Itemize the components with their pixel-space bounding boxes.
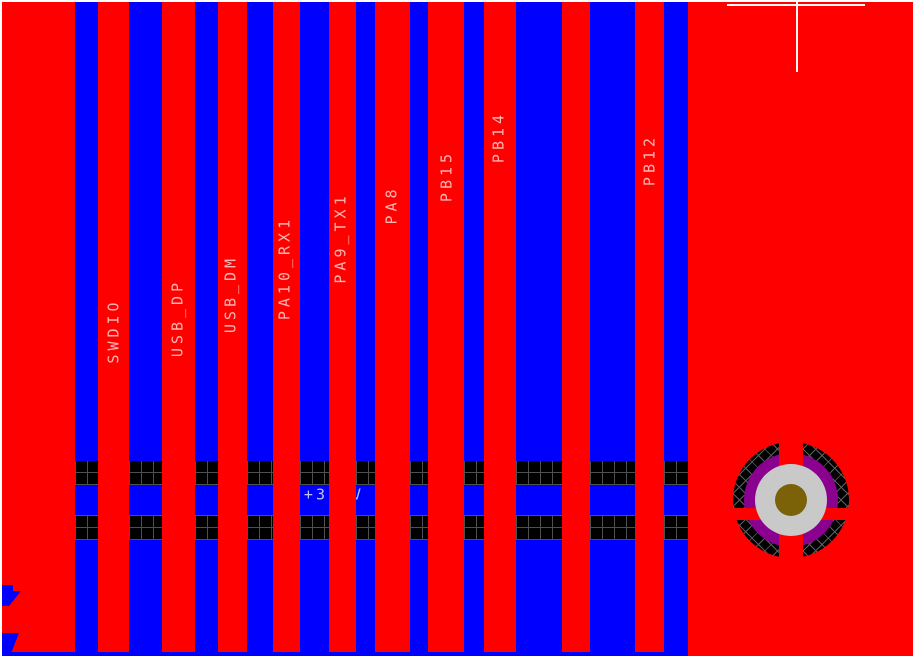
top-layer-trace-pa10_rx1[interactable]: [273, 2, 300, 656]
polygon-cutout-hatch: [195, 461, 218, 485]
polygon-cutout-hatch: [516, 515, 562, 540]
net-label-usb_dp[interactable]: USB_DP: [168, 278, 187, 358]
net-label-pb15[interactable]: PB15: [437, 149, 456, 203]
bottom-layer-trace[interactable]: [516, 2, 562, 656]
crosshair-cursor-vertical-line: [796, 2, 798, 72]
top-layer-trace-pb12[interactable]: [635, 2, 664, 656]
polygon-cutout-hatch: [75, 515, 98, 540]
polygon-cutout-hatch: [300, 461, 329, 485]
polygon-cutout-hatch: [410, 515, 428, 540]
net-label-pa10_rx1[interactable]: PA10_RX1: [275, 215, 294, 321]
bottom-layer-trace[interactable]: [590, 2, 635, 656]
polygon-cutout-hatch: [356, 515, 375, 540]
pad-drill-hole: [775, 484, 807, 516]
polygon-cutout-hatch: [464, 461, 484, 485]
polygon-cutout-hatch: [300, 515, 329, 540]
top-layer-trace-swdio[interactable]: [98, 2, 129, 656]
top-layer-trace-pb14[interactable]: [484, 2, 516, 656]
bottom-layer-trace[interactable]: [464, 2, 484, 656]
polygon-cutout-hatch: [195, 515, 218, 540]
top-layer-trace-pa8[interactable]: [375, 2, 410, 656]
net-label-swdio[interactable]: SWDIO: [104, 298, 123, 364]
bottom-layer-trace[interactable]: [247, 2, 273, 656]
bottom-layer-trace[interactable]: [75, 2, 98, 656]
top-layer-trace-pb15[interactable]: [428, 2, 464, 656]
polygon-cutout-hatch: [590, 515, 635, 540]
polygon-cutout-hatch: [129, 515, 162, 540]
net-label-pb12[interactable]: PB12: [640, 133, 659, 187]
bottom-layer-trace[interactable]: [129, 2, 162, 656]
polygon-cutout-hatch: [664, 461, 688, 485]
top-layer-trace-usb_dp[interactable]: [162, 2, 195, 656]
top-layer-trace-pa9_tx1[interactable]: [329, 2, 356, 656]
polygon-cutout-hatch: [464, 515, 484, 540]
top-layer-trace[interactable]: [562, 2, 590, 656]
bottom-layer-trace[interactable]: [195, 2, 218, 656]
polygon-cutout-hatch: [590, 461, 635, 485]
polygon-cutout-hatch: [247, 461, 273, 485]
polygon-cutout-hatch: [664, 515, 688, 540]
polygon-cutout-hatch: [129, 461, 162, 485]
top-layer-trace-usb_dm[interactable]: [218, 2, 247, 656]
net-label-pa8[interactable]: PA8: [382, 185, 401, 225]
net-label-usb_dm[interactable]: USB_DM: [221, 254, 240, 334]
bottom-layer-trace[interactable]: [300, 2, 329, 656]
polygon-cutout-hatch: [410, 461, 428, 485]
polygon-cutout-hatch: [75, 461, 98, 485]
bottom-horizontal-trace[interactable]: [2, 652, 688, 656]
polygon-cutout-hatch: [516, 461, 562, 485]
net-label-pa9_tx1[interactable]: PA9_TX1: [331, 192, 350, 284]
bottom-layer-trace[interactable]: [410, 2, 428, 656]
polygon-cutout-hatch: [356, 461, 375, 485]
net-label-pb14[interactable]: PB14: [489, 110, 508, 164]
bottom-layer-trace[interactable]: [664, 2, 688, 656]
polygon-cutout-hatch: [247, 515, 273, 540]
bottom-layer-trace[interactable]: [356, 2, 375, 656]
